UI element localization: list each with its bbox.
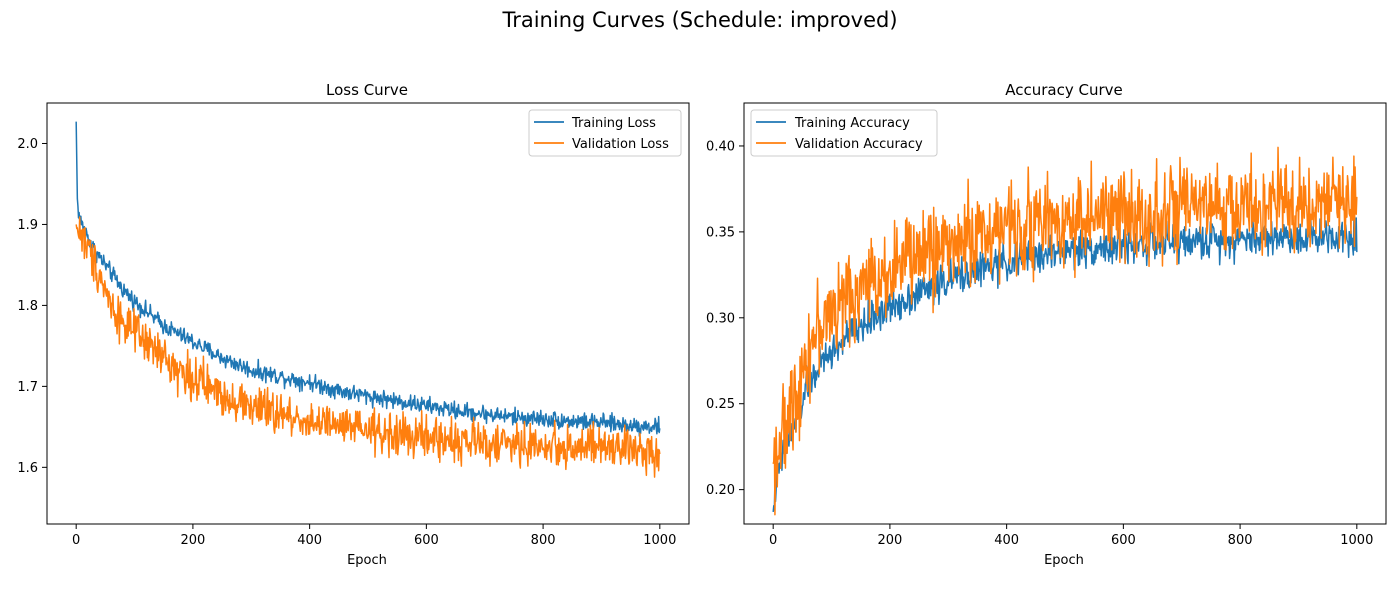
accuracy-y-tick-label: 0.35: [706, 225, 735, 240]
loss-x-tick-label: 400: [297, 533, 322, 548]
accuracy-axes-frame: [743, 102, 1387, 525]
accuracy-x-tick-label: 400: [994, 533, 1019, 548]
loss-series-training: [75, 121, 661, 437]
loss-x-tick-label: 200: [180, 533, 205, 548]
accuracy-x-tick-label: 0: [769, 533, 777, 548]
loss-chart-title: Loss Curve: [326, 81, 408, 99]
accuracy-series-training: [772, 216, 1358, 513]
loss-x-tick-label: 800: [531, 533, 556, 548]
loss-x-tick-label: 1000: [643, 533, 676, 548]
loss-y-tick-label: 1.9: [17, 218, 38, 233]
loss-x-tick-label: 0: [72, 533, 80, 548]
accuracy-y-tick-label: 0.25: [706, 397, 735, 412]
accuracy-x-tick-label: 1000: [1340, 533, 1373, 548]
loss-legend: Training Loss Validation Loss: [528, 109, 682, 157]
loss-axes-frame: [46, 102, 690, 525]
loss-y-tick-label: 1.6: [17, 461, 38, 476]
accuracy-y-tick-label: 0.20: [706, 483, 735, 498]
loss-y-tick-label: 1.8: [17, 299, 38, 314]
figure-suptitle: Training Curves (Schedule: improved): [502, 8, 898, 32]
accuracy-legend-frame: [750, 109, 938, 157]
loss-legend-validation-label: Validation Loss: [572, 137, 669, 152]
accuracy-legend-training-label: Training Accuracy: [794, 116, 910, 131]
accuracy-series-validation: [772, 146, 1358, 516]
accuracy-y-tick-label: 0.40: [706, 139, 735, 154]
accuracy-x-tick-label: 200: [877, 533, 902, 548]
loss-legend-frame: [528, 109, 682, 157]
loss-x-axis-label: Epoch: [347, 553, 387, 568]
loss-y-tick-label: 2.0: [17, 137, 38, 152]
accuracy-x-tick-label: 600: [1111, 533, 1136, 548]
loss-x-tick-label: 600: [414, 533, 439, 548]
loss-y-tick-label: 1.7: [17, 380, 38, 395]
accuracy-legend-validation-label: Validation Accuracy: [795, 137, 923, 152]
loss-series-validation: [75, 216, 661, 478]
loss-plot-area: 0 200 400 600 800 1000 1.6 1.7 1.8 1.9 2.0: [17, 102, 690, 548]
accuracy-plot-area: 0 200 400 600 800 1000 0.20 0.25 0.30 0.35 0.40: [706, 102, 1387, 548]
accuracy-legend: Training Accuracy Validation Accuracy: [750, 109, 938, 157]
accuracy-y-tick-label: 0.30: [706, 311, 735, 326]
accuracy-chart-title: Accuracy Curve: [1005, 81, 1123, 99]
accuracy-x-tick-label: 800: [1228, 533, 1253, 548]
loss-legend-training-label: Training Loss: [571, 116, 656, 131]
accuracy-x-axis-label: Epoch: [1044, 553, 1084, 568]
